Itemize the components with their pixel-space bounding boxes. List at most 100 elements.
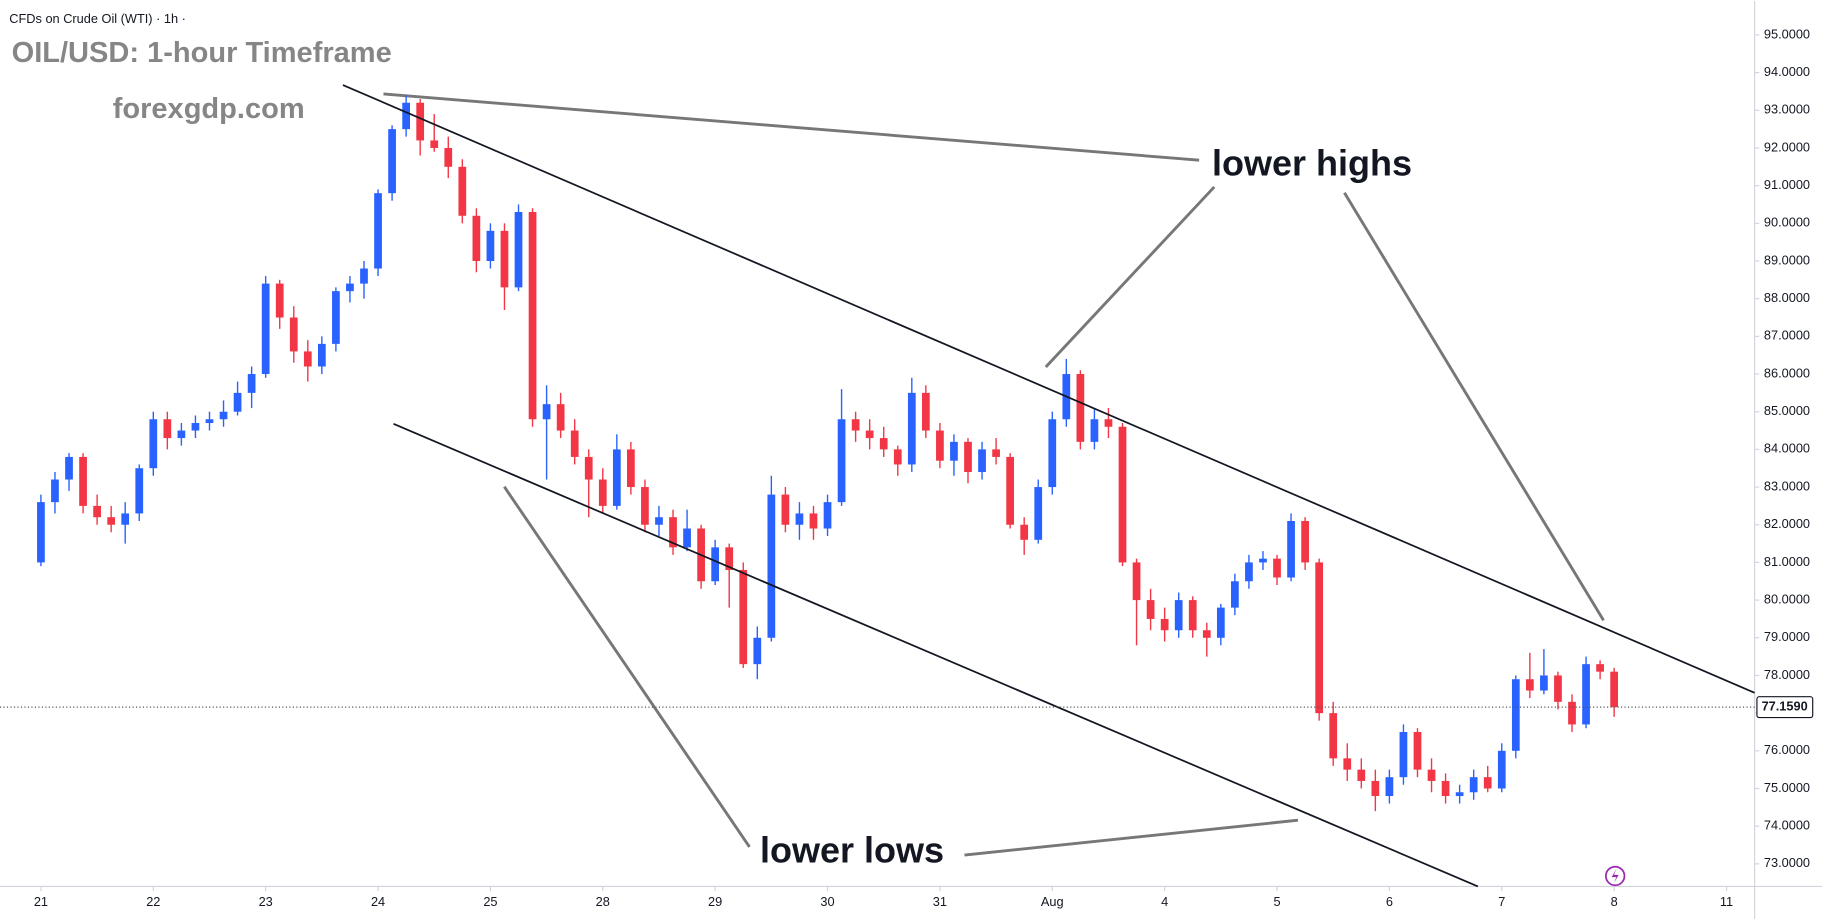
candle-body [317, 343, 326, 367]
candle-body [1469, 777, 1478, 793]
candle-body [1610, 671, 1619, 708]
x-tick-label: 24 [371, 894, 385, 909]
candle-body [275, 283, 284, 318]
candle-body [1118, 426, 1127, 563]
candle-body [992, 449, 1000, 457]
y-tick-label: 91.0000 [1764, 177, 1810, 192]
candle-body [921, 392, 930, 431]
y-tick-label: 79.0000 [1764, 629, 1810, 644]
candle-body [51, 479, 59, 503]
candle-body [1497, 750, 1506, 789]
candle-body [177, 430, 186, 439]
candle-body [1540, 675, 1548, 691]
y-tick-label: 74.0000 [1764, 818, 1810, 833]
candle-body [1596, 664, 1604, 672]
chart-header: CFDs on Crude Oil (WTI) · 1h · [9, 11, 186, 26]
candle-body [1245, 562, 1253, 582]
y-tick-label: 84.0000 [1764, 441, 1810, 456]
x-tick-label: 8 [1611, 894, 1618, 909]
y-tick-label: 93.0000 [1764, 102, 1810, 117]
y-tick-label: 81.0000 [1764, 554, 1810, 569]
candle-body [1231, 581, 1239, 608]
candle-body [1202, 630, 1211, 638]
candle-body [598, 479, 607, 506]
x-tick-label: 30 [820, 894, 834, 909]
x-tick-label: 23 [259, 894, 273, 909]
candle-body [1427, 769, 1436, 781]
candle-body [1385, 777, 1394, 797]
candle-body [1006, 456, 1015, 525]
candle-body [753, 637, 762, 665]
y-tick-label: 94.0000 [1764, 64, 1810, 79]
candle-body [191, 423, 200, 431]
candle-body [1455, 792, 1464, 797]
candle-body [1483, 777, 1492, 789]
candle-body [1582, 664, 1590, 725]
candle-body [1399, 731, 1408, 778]
trendline [342, 84, 1755, 694]
x-tick-label: 5 [1273, 894, 1280, 909]
candle-body [528, 212, 537, 420]
candle-body [458, 166, 467, 216]
candle-body [865, 430, 874, 439]
y-tick-label: 76.0000 [1764, 742, 1810, 757]
candle-body [303, 351, 312, 367]
candle-body [289, 317, 298, 352]
candle-body [612, 449, 621, 506]
candle-body [1315, 562, 1324, 714]
candle-body [641, 487, 649, 525]
candle-body [570, 430, 579, 457]
candle-body [767, 494, 776, 638]
candle-body [374, 193, 382, 269]
candle-body [1441, 780, 1450, 797]
candle-body [261, 283, 270, 375]
candle-body [402, 102, 410, 130]
y-tick-label: 86.0000 [1764, 365, 1810, 380]
candle-body [1273, 558, 1281, 578]
y-tick-label: 80.0000 [1764, 591, 1810, 606]
candle-body [936, 430, 944, 461]
chart-title: OIL/USD: 1-hour Timeframe [12, 37, 392, 69]
pointer [503, 485, 751, 848]
last-price-box [1756, 696, 1814, 719]
candle-body [950, 441, 958, 461]
candle-body [233, 392, 242, 412]
candle-body [1259, 558, 1267, 563]
candle-body [1174, 600, 1183, 631]
candle-body [1371, 780, 1380, 797]
pointer [964, 818, 1299, 857]
candle-body [37, 502, 45, 563]
candle-body [1048, 419, 1057, 488]
x-tick-label: 7 [1498, 894, 1505, 909]
y-tick-label: 88.0000 [1764, 290, 1810, 305]
candle-body [584, 456, 593, 480]
candle-body [1525, 679, 1534, 691]
candle-body [1104, 419, 1113, 427]
x-tick-label: 11 [1720, 894, 1733, 909]
candle-body [556, 404, 565, 431]
y-tick-label: 95.0000 [1764, 26, 1810, 41]
candle-body [346, 283, 354, 292]
candle-body [879, 438, 888, 450]
trendline [393, 422, 1479, 888]
candle-body [1301, 520, 1309, 563]
candle-body [1020, 524, 1029, 540]
candle-body [247, 374, 256, 393]
x-tick-label: 28 [596, 894, 610, 909]
candle-body [1076, 374, 1085, 442]
candle-body [781, 494, 790, 525]
candle-body [163, 419, 172, 439]
x-tick-label: 6 [1386, 894, 1393, 909]
y-tick-label: 87.0000 [1764, 328, 1810, 343]
candle-body [135, 468, 144, 514]
candle-body [1034, 487, 1043, 540]
candle-body [907, 392, 916, 465]
y-tick-label: 83.0000 [1764, 478, 1810, 493]
lightning-icon[interactable] [1604, 865, 1626, 887]
y-tick-label: 92.0000 [1764, 139, 1810, 154]
candle-body [1511, 679, 1520, 751]
candle-body [823, 502, 832, 529]
pointer [383, 92, 1200, 162]
y-tick-label: 78.0000 [1764, 667, 1810, 682]
chart-subtitle: forexgdp.com [113, 93, 305, 125]
